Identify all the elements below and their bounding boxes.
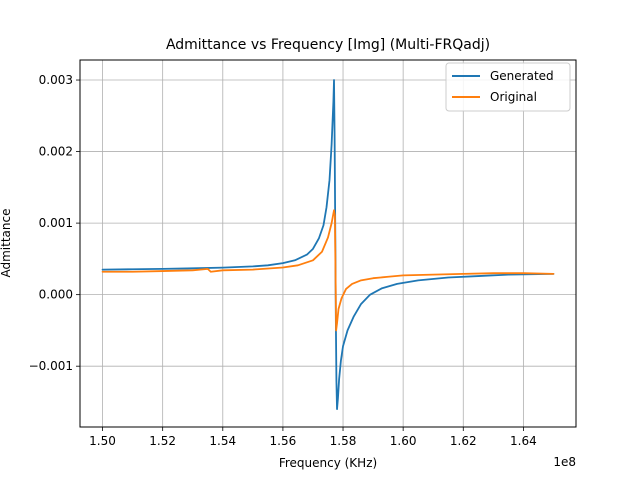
- x-tick-label: 1.50: [89, 434, 116, 448]
- legend-label-generated: Generated: [490, 69, 554, 83]
- series-line-generated: [101, 79, 555, 411]
- x-tick-label: 1.54: [209, 434, 236, 448]
- x-tick-label: 1.60: [390, 434, 417, 448]
- y-tick-label: 0.003: [39, 73, 73, 87]
- y-tick-label: 0.000: [39, 288, 73, 302]
- x-axis-title: Frequency (KHz): [279, 456, 377, 470]
- x-tick-label: 1.52: [149, 434, 176, 448]
- tick-layer: 1.50 1.52 1.54 1.56 1.58 1.60 1.62 1.64 −0.001 0.…: [29, 73, 537, 448]
- legend: Generated Original: [445, 62, 571, 112]
- x-tick-label: 1.62: [450, 434, 477, 448]
- x-tick-label: 1.64: [510, 434, 537, 448]
- x-offset-label: 1e8: [553, 455, 576, 469]
- series-layer: [101, 79, 555, 411]
- legend-label-original: Original: [490, 90, 537, 104]
- y-tick-label: 0.001: [39, 216, 73, 230]
- y-tick-label: 0.002: [39, 145, 73, 159]
- x-tick-label: 1.56: [270, 434, 297, 448]
- plot-frame: [79, 59, 577, 428]
- y-tick-label: −0.001: [29, 359, 73, 373]
- series-line-original: [101, 209, 555, 332]
- grid-layer: [80, 60, 576, 427]
- x-tick-label: 1.58: [330, 434, 357, 448]
- chart-title: Admittance vs Frequency [Img] (Multi-FRQ…: [166, 37, 490, 53]
- y-axis-title: Admittance: [0, 209, 13, 278]
